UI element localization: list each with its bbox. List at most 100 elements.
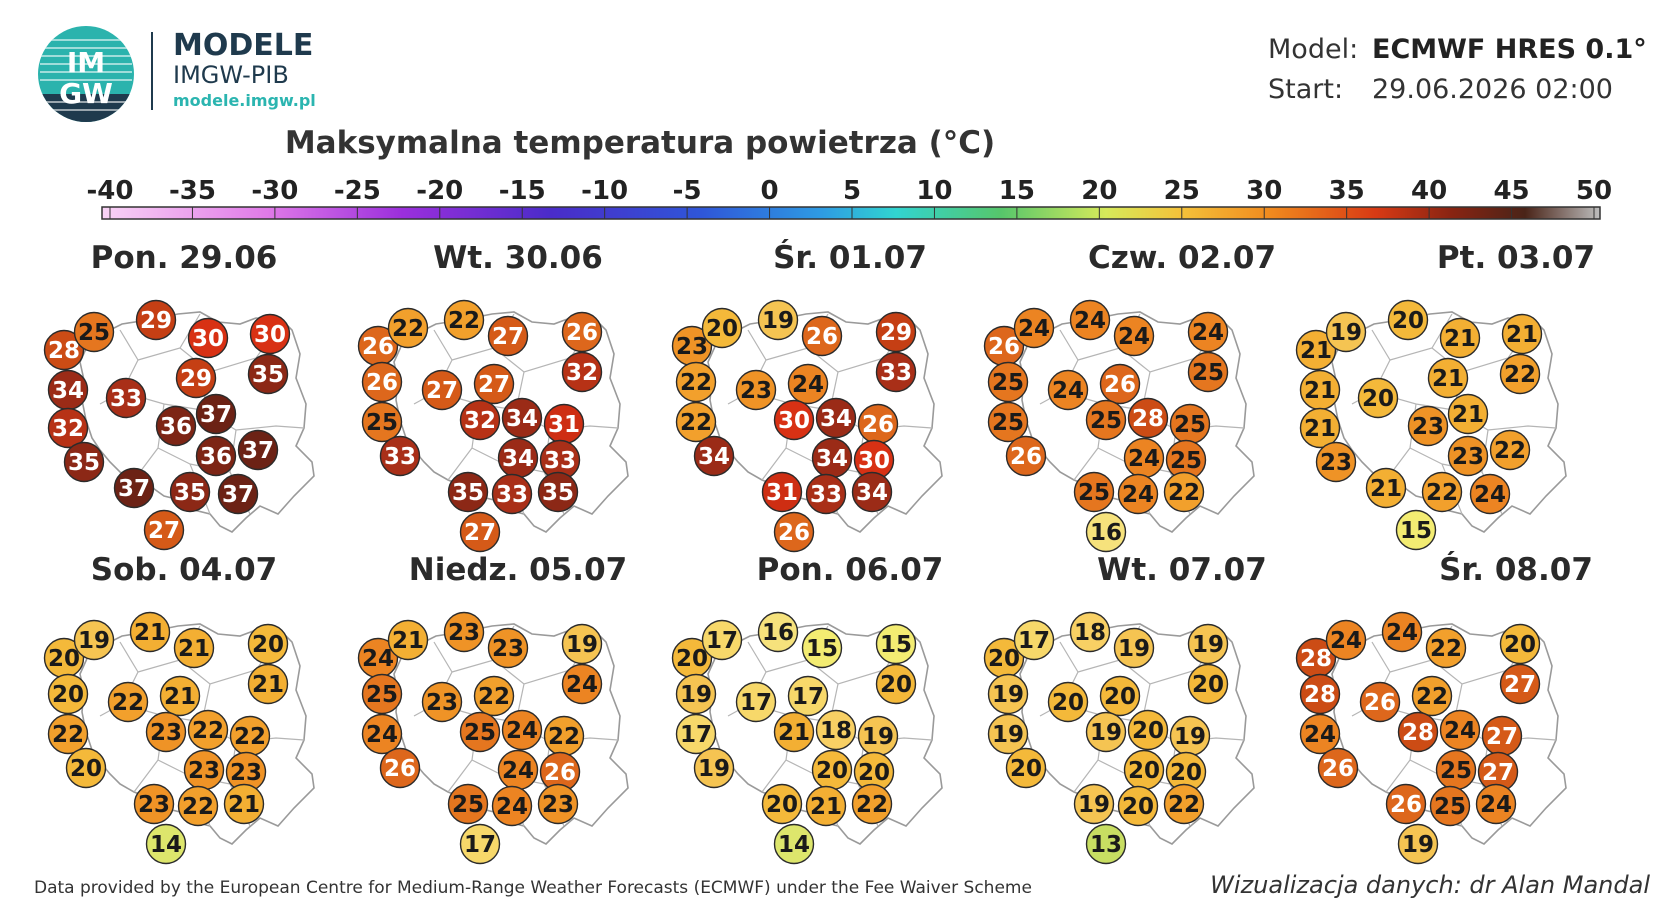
- temperature-value: 24: [792, 372, 824, 398]
- temperature-circle: [1299, 407, 1341, 449]
- temperature-circle: [217, 473, 259, 515]
- temperature-circle: [787, 363, 829, 405]
- temperature-circle: [387, 307, 429, 349]
- imgw-logo[interactable]: IM GW MODELE IMGW-PIB modele.imgw.pl: [38, 26, 316, 124]
- temperature-circle: [735, 369, 777, 411]
- temperature-circle: [361, 713, 403, 755]
- temperature-circle: [761, 471, 803, 513]
- temperature-circle: [1187, 623, 1229, 665]
- temperature-circle: [815, 709, 857, 751]
- temperature-circle: [487, 315, 529, 357]
- temperature-marker: 22: [187, 709, 229, 751]
- temperature-value: 18: [820, 718, 852, 744]
- temperature-marker: 28: [43, 329, 85, 371]
- temperature-value: 22: [1416, 684, 1448, 710]
- temperature-circle: [773, 823, 815, 865]
- temperature-value: 19: [1330, 320, 1362, 346]
- temperature-marker: 19: [1085, 711, 1127, 753]
- temperature-circle: [145, 823, 187, 865]
- temperature-marker: 22: [675, 401, 717, 443]
- temperature-value: 19: [862, 724, 894, 750]
- scale-tick-label: 15: [999, 176, 1035, 206]
- temperature-marker: 37: [113, 467, 155, 509]
- temperature-value: 27: [1486, 724, 1518, 750]
- temperature-marker: 19: [561, 623, 603, 665]
- temperature-marker: 16: [1085, 511, 1127, 553]
- temperature-value: 20: [880, 672, 912, 698]
- temperature-value: 22: [1426, 480, 1458, 506]
- temperature-circle: [1325, 311, 1367, 353]
- temperature-circle: [133, 783, 175, 825]
- scale-tick-label: -35: [169, 176, 216, 206]
- temperature-marker: 24: [1439, 709, 1481, 751]
- temperature-value: 22: [234, 724, 266, 750]
- temperature-value: 23: [426, 690, 458, 716]
- temperature-marker: 20: [671, 637, 713, 679]
- temperature-marker: 26: [857, 403, 899, 445]
- temperature-marker: 21: [129, 611, 171, 653]
- temperature-value: 22: [52, 722, 84, 748]
- temperature-circle: [47, 673, 89, 715]
- temperature-marker: 24: [787, 363, 829, 405]
- temperature-marker: 18: [1069, 611, 1111, 653]
- temperature-value: 24: [566, 672, 598, 698]
- scale-tick-label: 25: [1164, 176, 1200, 206]
- temperature-value: 17: [680, 722, 712, 748]
- temperature-circle: [43, 329, 85, 371]
- temperature-value: 24: [1118, 324, 1150, 350]
- temperature-marker: 20: [853, 751, 895, 793]
- scale-tick-label: 0: [761, 176, 779, 206]
- temperature-marker: 23: [671, 325, 713, 367]
- temperature-marker: 23: [183, 749, 225, 791]
- temperature-circle: [1397, 711, 1439, 753]
- temperature-circle: [459, 511, 501, 553]
- temperature-value: 34: [506, 406, 538, 432]
- temperature-value: 20: [1504, 632, 1536, 658]
- temperature-value: 14: [778, 832, 810, 858]
- logo-url[interactable]: modele.imgw.pl: [173, 91, 316, 110]
- temperature-value: 21: [392, 628, 424, 654]
- temperature-value: 20: [1104, 684, 1136, 710]
- temperature-value: 20: [1170, 760, 1202, 786]
- temperature-marker: 20: [1187, 663, 1229, 705]
- temperature-circle: [361, 673, 403, 715]
- temperature-marker: 29: [175, 357, 217, 399]
- temperature-marker: 25: [1085, 399, 1127, 441]
- temperature-marker: 36: [195, 435, 237, 477]
- temperature-marker: 13: [1085, 823, 1127, 865]
- temperature-circle: [63, 441, 105, 483]
- temperature-circle: [113, 467, 155, 509]
- temperature-value: 37: [242, 438, 274, 464]
- temperature-value: 20: [1192, 672, 1224, 698]
- temperature-marker: 27: [1481, 715, 1523, 757]
- temperature-value: 16: [1090, 520, 1122, 546]
- scale-tick-label: 30: [1246, 176, 1282, 206]
- temperature-marker: 21: [173, 627, 215, 669]
- temperature-value: 25: [992, 370, 1024, 396]
- temperature-marker: 26: [539, 751, 581, 793]
- temperature-circle: [1385, 783, 1427, 825]
- temperature-value: 36: [160, 414, 192, 440]
- temperature-marker: 25: [447, 783, 489, 825]
- temperature-value: 26: [988, 334, 1020, 360]
- temperature-marker: 14: [773, 823, 815, 865]
- temperature-marker: 25: [1073, 471, 1115, 513]
- temperature-value: 17: [740, 690, 772, 716]
- temperature-circle: [1475, 783, 1517, 825]
- temperature-value: 25: [1174, 412, 1206, 438]
- temperature-value: 37: [222, 482, 254, 508]
- day-label: Pt. 03.07: [1437, 240, 1595, 276]
- model-value: ECMWF HRES 0.1°: [1372, 34, 1647, 65]
- temperature-marker: 23: [145, 711, 187, 753]
- temperature-marker: 19: [693, 747, 735, 789]
- temperature-value: 24: [506, 718, 538, 744]
- temperature-circle: [757, 299, 799, 341]
- temperature-value: 19: [698, 756, 730, 782]
- temperature-value: 19: [992, 722, 1024, 748]
- temperature-value: 19: [762, 308, 794, 334]
- temperature-marker: 30: [853, 439, 895, 481]
- scale-tick-label: -20: [416, 176, 463, 206]
- temperature-value: 28: [1132, 406, 1164, 432]
- temperature-marker: 24: [1469, 473, 1511, 515]
